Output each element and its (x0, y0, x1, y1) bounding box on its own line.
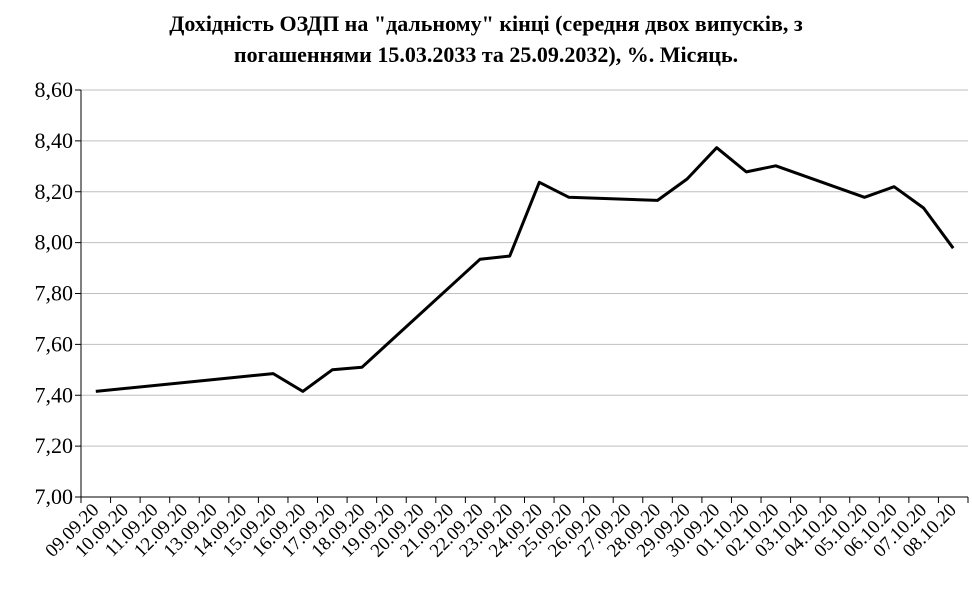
y-tick-label: 7,40 (35, 382, 74, 407)
y-tick-label: 8,40 (35, 128, 74, 153)
x-tick-labels: 09.09.2010.09.2011.09.2012.09.2013.09.20… (41, 500, 960, 562)
data-point (656, 198, 660, 202)
y-tick-label: 8,00 (35, 230, 74, 255)
data-point (508, 254, 512, 258)
data-point (330, 368, 334, 372)
data-point (892, 185, 896, 189)
data-point (360, 365, 364, 369)
data-point (863, 195, 867, 199)
series-layer (94, 146, 955, 393)
data-point (951, 246, 955, 250)
y-tick-labels: 7,00 7,20 7,40 7,60 7,80 8,00 8,20 8,40 8,60 (35, 77, 74, 509)
axes (75, 89, 969, 503)
data-point (537, 180, 541, 184)
data-point (94, 389, 98, 393)
y-tick-label: 8,60 (35, 77, 74, 102)
y-tick-label: 7,60 (35, 331, 74, 356)
data-point (301, 389, 305, 393)
y-tick-label: 8,20 (35, 179, 74, 204)
data-point (744, 170, 748, 174)
y-tick-label: 7,20 (35, 433, 74, 458)
chart-title-line-1: Дохідність ОЗДП на "дальному" кінці (сер… (169, 11, 803, 36)
chart-title-line-2: погашеннями 15.03.2033 та 25.09.2032), %… (233, 42, 739, 67)
data-point (685, 177, 689, 181)
series-line (95, 146, 955, 393)
y-tick-label: 7,80 (35, 281, 74, 306)
data-point (774, 164, 778, 168)
chart-title: Дохідність ОЗДП на "дальному" кінці (сер… (0, 8, 972, 70)
data-point (271, 372, 275, 376)
data-point (715, 146, 719, 150)
data-point (478, 257, 482, 261)
data-point (922, 206, 926, 210)
grid-lines (81, 89, 968, 447)
data-point (567, 195, 571, 199)
y-tick-label: 7,00 (35, 484, 74, 509)
